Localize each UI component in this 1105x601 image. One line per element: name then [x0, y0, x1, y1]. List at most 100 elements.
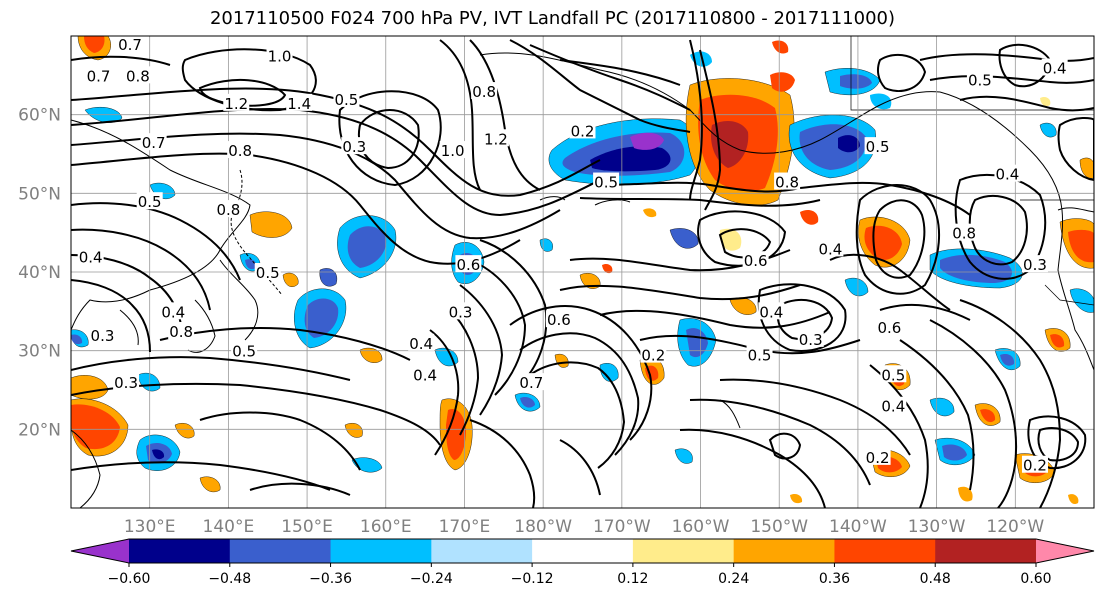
- contour-label-background: [640, 345, 667, 363]
- colorbar-segment: [834, 539, 936, 563]
- colorbar-tick-label: −0.12: [511, 571, 554, 587]
- contour-label-background: [482, 129, 509, 147]
- lon-label: 160°W: [672, 517, 730, 537]
- contour-label-background: [593, 172, 620, 190]
- contour-label-background: [136, 192, 163, 210]
- contour-label: 0.7: [142, 134, 166, 152]
- contour-label: 1.0: [441, 142, 465, 160]
- colorbar-segment: [229, 539, 332, 563]
- contour-label: 0.3: [449, 303, 473, 321]
- contour-label-background: [951, 223, 978, 241]
- contour-label: 1.4: [287, 95, 311, 113]
- colorbar-tick-label: −0.24: [410, 571, 453, 587]
- contour-label: 0.4: [1043, 59, 1067, 77]
- coastlines: [71, 36, 1094, 508]
- contour-label-background: [518, 373, 545, 391]
- contour-label: 0.7: [519, 374, 543, 392]
- colorbar-tick-label: −0.36: [309, 571, 352, 587]
- contour-label-background: [1021, 255, 1048, 273]
- contour-label: 0.2: [571, 122, 595, 140]
- contour-label: 0.4: [996, 166, 1020, 184]
- contour-label: 0.6: [877, 319, 901, 337]
- contour-label: 0.3: [114, 374, 138, 392]
- lon-label: 170°W: [593, 517, 651, 537]
- lon-label: 160°E: [360, 517, 412, 537]
- colorbar-segment: [632, 539, 735, 563]
- contour-label: 0.5: [866, 138, 890, 156]
- lon-label: 120°W: [986, 517, 1044, 537]
- lon-label: 130°E: [124, 517, 176, 537]
- contour-label-background: [408, 333, 435, 351]
- lat-label: 20°N: [18, 420, 61, 440]
- contour-label: 0.7: [87, 67, 111, 85]
- colorbar-segment: [71, 539, 129, 563]
- contour-label-background: [223, 93, 250, 111]
- contour-label: 0.5: [594, 174, 618, 192]
- colorbar-tick-label: 0.12: [617, 571, 648, 587]
- contour-label: 0.8: [126, 67, 150, 85]
- contour-label: 0.6: [744, 252, 768, 270]
- contour-label: 0.7: [118, 36, 142, 54]
- lat-label: 30°N: [18, 342, 61, 362]
- contour-label-background: [333, 89, 360, 107]
- contour-label-background: [85, 66, 112, 84]
- contour-label: 0.8: [775, 174, 799, 192]
- contour-label: 0.3: [1023, 256, 1047, 274]
- gridlines: [71, 36, 1094, 508]
- contour-label-background: [117, 36, 144, 52]
- contour-label-background: [160, 302, 187, 320]
- colorbar-segment: [330, 539, 432, 563]
- contour-label: 0.8: [952, 225, 976, 243]
- contour-label: 0.2: [641, 347, 665, 365]
- lon-label: 150°W: [750, 517, 808, 537]
- contour-label-background: [231, 341, 258, 359]
- contour-label-background: [817, 239, 844, 257]
- colorbar-labels: −0.60 −0.48 −0.36 −0.24 −0.12 0.12 0.24 0.36 0.4…: [108, 571, 1052, 587]
- contour-label-background: [966, 70, 993, 88]
- contour-label: 0.8: [472, 83, 496, 101]
- contour-label-background: [774, 172, 801, 190]
- colorbar-tick-label: 0.48: [920, 571, 951, 587]
- contour-label-background: [439, 141, 466, 159]
- colorbar-tick-label: 0.24: [718, 571, 749, 587]
- contour-label-background: [89, 325, 116, 343]
- contour-label-background: [880, 396, 907, 414]
- contour-label-background: [455, 255, 482, 273]
- contour-labels: 1.0 0.7 0.7 0.8 1.2 1.4 0.5 0.3 0.7 0.8 0.5 1.0 1.2 0…: [77, 36, 1068, 475]
- contour-label-background: [742, 251, 769, 269]
- lon-label: 150°E: [281, 517, 333, 537]
- contour-label: 0.5: [748, 347, 772, 365]
- contour-label-background: [168, 322, 195, 339]
- contour-label-background: [1041, 58, 1068, 76]
- colorbar-tick-label: 0.36: [819, 571, 850, 587]
- contour-label: 1.0: [268, 48, 292, 66]
- contour-label-background: [471, 82, 498, 100]
- contour-label: 0.8: [169, 323, 193, 341]
- lon-label: 140°E: [203, 517, 255, 537]
- map-content: 1.0 0.7 0.7 0.8 1.2 1.4 0.5 0.3 0.7 0.8 0.5 1.0 1.2 0…: [71, 36, 1094, 508]
- contour-label: 0.5: [256, 264, 280, 282]
- colorbar-tick-label: −0.48: [208, 571, 251, 587]
- contour-label-background: [77, 247, 104, 265]
- colorbar-segment: [733, 539, 835, 563]
- contour-label-background: [994, 164, 1021, 182]
- colorbar-segment: [532, 539, 634, 563]
- contour-label: 0.2: [866, 449, 890, 467]
- contour-label-background: [215, 200, 242, 218]
- contour-label-background: [140, 133, 167, 151]
- contour-label-background: [876, 318, 903, 336]
- contour-label: 1.2: [484, 130, 508, 148]
- contour-label-background: [864, 137, 891, 155]
- contour-label-background: [746, 345, 773, 363]
- contour-label-background: [797, 329, 824, 347]
- colorbar-tick-label: −0.60: [108, 571, 151, 587]
- contour-label-background: [113, 373, 140, 391]
- lat-label: 40°N: [18, 263, 61, 283]
- map-frame: [70, 35, 1095, 509]
- contour-label: 0.4: [79, 248, 103, 266]
- contour-label-background: [286, 93, 313, 111]
- contour-label: 0.6: [456, 256, 480, 274]
- colorbar-segment: [935, 539, 1037, 563]
- contour-label-background: [254, 263, 281, 280]
